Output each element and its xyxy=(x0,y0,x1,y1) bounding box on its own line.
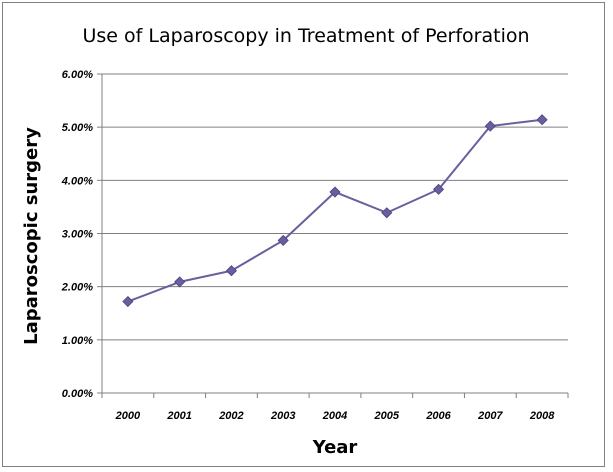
x-tick-label: 2004 xyxy=(322,410,347,422)
x-tick-label: 2006 xyxy=(425,410,451,422)
x-tick-label: 2008 xyxy=(529,410,555,422)
x-tick-label: 2002 xyxy=(218,410,243,422)
y-tick-label: 3.00% xyxy=(62,229,93,241)
data-point-marker xyxy=(536,114,548,126)
y-tick-label: 0.00% xyxy=(62,388,93,400)
data-point-marker xyxy=(484,120,496,132)
x-tick-label: 2000 xyxy=(115,410,141,422)
x-tick-label: 2003 xyxy=(270,410,295,422)
data-point-marker xyxy=(225,265,238,277)
data-point-marker xyxy=(329,186,341,198)
data-point-marker xyxy=(277,234,289,246)
x-tick-labels: 2000 2001 2002 2003 2004 2005 2006 2007 2008 xyxy=(115,410,556,422)
x-tick-label: 2007 xyxy=(477,410,503,422)
y-tick-label: 1.00% xyxy=(62,335,93,347)
y-axis-title: Laparoscopic surgery xyxy=(21,127,42,345)
x-tick-label: 2005 xyxy=(374,410,400,422)
gridlines xyxy=(102,73,568,341)
x-tick-label: 2001 xyxy=(166,410,191,422)
y-tick-label: 5.00% xyxy=(62,122,93,134)
y-tick-label: 6.00% xyxy=(62,69,93,81)
data-point-marker xyxy=(381,207,393,219)
data-point-marker xyxy=(122,295,134,308)
axes xyxy=(97,73,569,398)
chart-title: Use of Laparoscopy in Treatment of Perfo… xyxy=(82,25,529,47)
data-point-marker xyxy=(174,276,186,288)
x-axis-title: Year xyxy=(312,437,358,458)
series-line xyxy=(127,118,543,303)
y-tick-labels: 0.00% 1.00% 2.00% 3.00% 4.00% 5.00% 6.00% xyxy=(61,69,93,400)
series xyxy=(122,114,548,308)
data-point-marker xyxy=(432,183,445,195)
y-tick-label: 4.00% xyxy=(61,175,93,187)
y-tick-label: 2.00% xyxy=(61,282,93,294)
